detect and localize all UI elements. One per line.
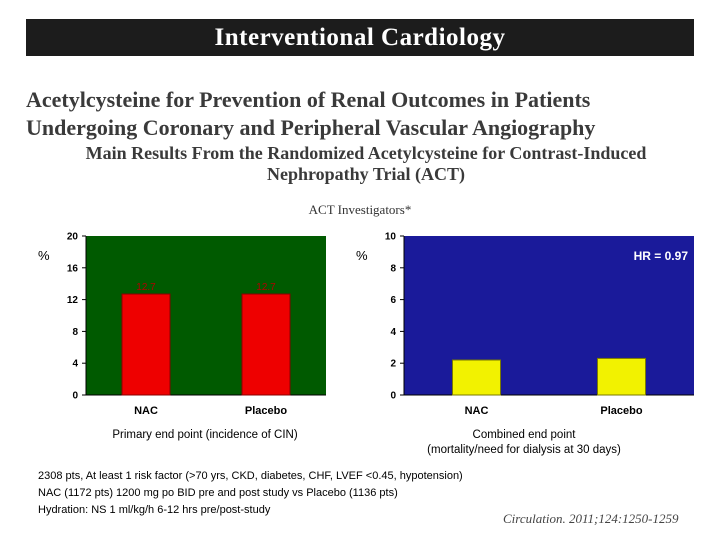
- y-tick-label: 10: [385, 232, 397, 243]
- study-notes: 2308 pts, At least 1 risk factor (>70 yr…: [38, 468, 463, 519]
- combined-endpoint-chart: 0 2 4 6 8 10% NAC Placebo HR = 0.97: [356, 232, 694, 417]
- journal-citation: Circulation. 2011;124:1250-1259: [503, 511, 679, 526]
- article-subtitle-line-1: Main Results From the Randomized Acetylc…: [85, 143, 647, 163]
- bar: [241, 293, 291, 396]
- y-tick-label: 16: [67, 263, 79, 274]
- y-tick-label: 4: [390, 327, 396, 338]
- article-title-line-1: Acetylcysteine for Prevention of Renal O…: [26, 87, 591, 112]
- combined-endpoint-caption-line-1: Combined end point: [472, 429, 576, 441]
- bar: [597, 357, 646, 396]
- y-tick-label: 8: [72, 327, 78, 338]
- study-note: 2308 pts, At least 1 risk factor (>70 yr…: [38, 470, 463, 482]
- article-subtitle: Main Results From the Randomized Acetylc…: [36, 143, 696, 185]
- bar-data-label: 12.7: [256, 282, 276, 293]
- bar: [452, 359, 501, 396]
- bar-data-label: 12.7: [136, 282, 156, 293]
- y-tick-label: 8: [390, 263, 396, 274]
- y-tick-label: 2: [390, 359, 396, 370]
- primary-endpoint-chart: 0 4 8 12 16 20% 12.7 NAC 12.7 Placebo: [38, 232, 326, 417]
- y-tick-label: 0: [390, 391, 396, 402]
- y-axis-label: %: [356, 248, 368, 263]
- x-category-label: Placebo: [245, 405, 287, 417]
- article-subtitle-line-2: Nephropathy Trial (ACT): [266, 164, 466, 184]
- y-tick-label: 6: [390, 295, 396, 306]
- bar: [121, 293, 171, 396]
- hazard-ratio-annotation: HR = 0.97: [634, 249, 689, 263]
- x-category-label: NAC: [465, 405, 489, 417]
- y-tick-label: 12: [67, 295, 79, 306]
- y-tick-label: 0: [72, 391, 78, 402]
- study-note: NAC (1172 pts) 1200 mg po BID pre and po…: [38, 487, 398, 499]
- study-note: Hydration: NS 1 ml/kg/h 6-12 hrs pre/pos…: [38, 504, 271, 516]
- banner-title: Interventional Cardiology: [214, 23, 506, 51]
- y-tick-label: 4: [72, 359, 78, 370]
- article-title: Acetylcysteine for Prevention of Renal O…: [26, 86, 706, 142]
- combined-endpoint-caption-line-2: (mortality/need for dialysis at 30 days): [427, 444, 621, 456]
- primary-endpoint-caption: Primary end point (incidence of CIN): [112, 429, 298, 441]
- y-tick-label: 20: [67, 232, 79, 243]
- x-category-label: NAC: [134, 405, 158, 417]
- article-authors: ACT Investigators*: [308, 202, 412, 217]
- article-title-line-2: Undergoing Coronary and Peripheral Vascu…: [26, 115, 596, 140]
- y-axis-label: %: [38, 248, 50, 263]
- header-banner: Interventional Cardiology: [26, 19, 694, 56]
- x-category-label: Placebo: [600, 405, 642, 417]
- combined-endpoint-caption: Combined end point (mortality/need for d…: [390, 428, 658, 458]
